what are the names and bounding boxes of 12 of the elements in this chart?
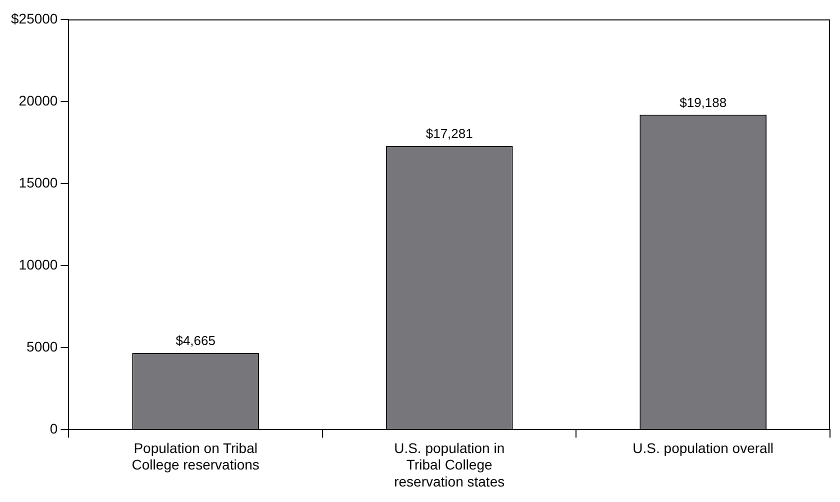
y-tick-label: 0 [50,420,58,436]
data-label: $17,281 [426,126,473,142]
y-tick-label: 5000 [26,338,58,354]
x-tick-label: U.S. population in Tribal College reservation states [394,440,505,490]
data-label: $19,188 [680,94,727,110]
x-tick-label: Population on Tribal College reservations [132,440,260,473]
x-tick-label: U.S. population overall [632,440,774,456]
y-tick-label: 10000 [18,256,58,272]
y-tick-label: $25000 [11,10,58,26]
y-tick-label: 15000 [18,174,58,190]
y-tick-label: 20000 [18,92,58,108]
data-label: $4,665 [176,333,216,348]
